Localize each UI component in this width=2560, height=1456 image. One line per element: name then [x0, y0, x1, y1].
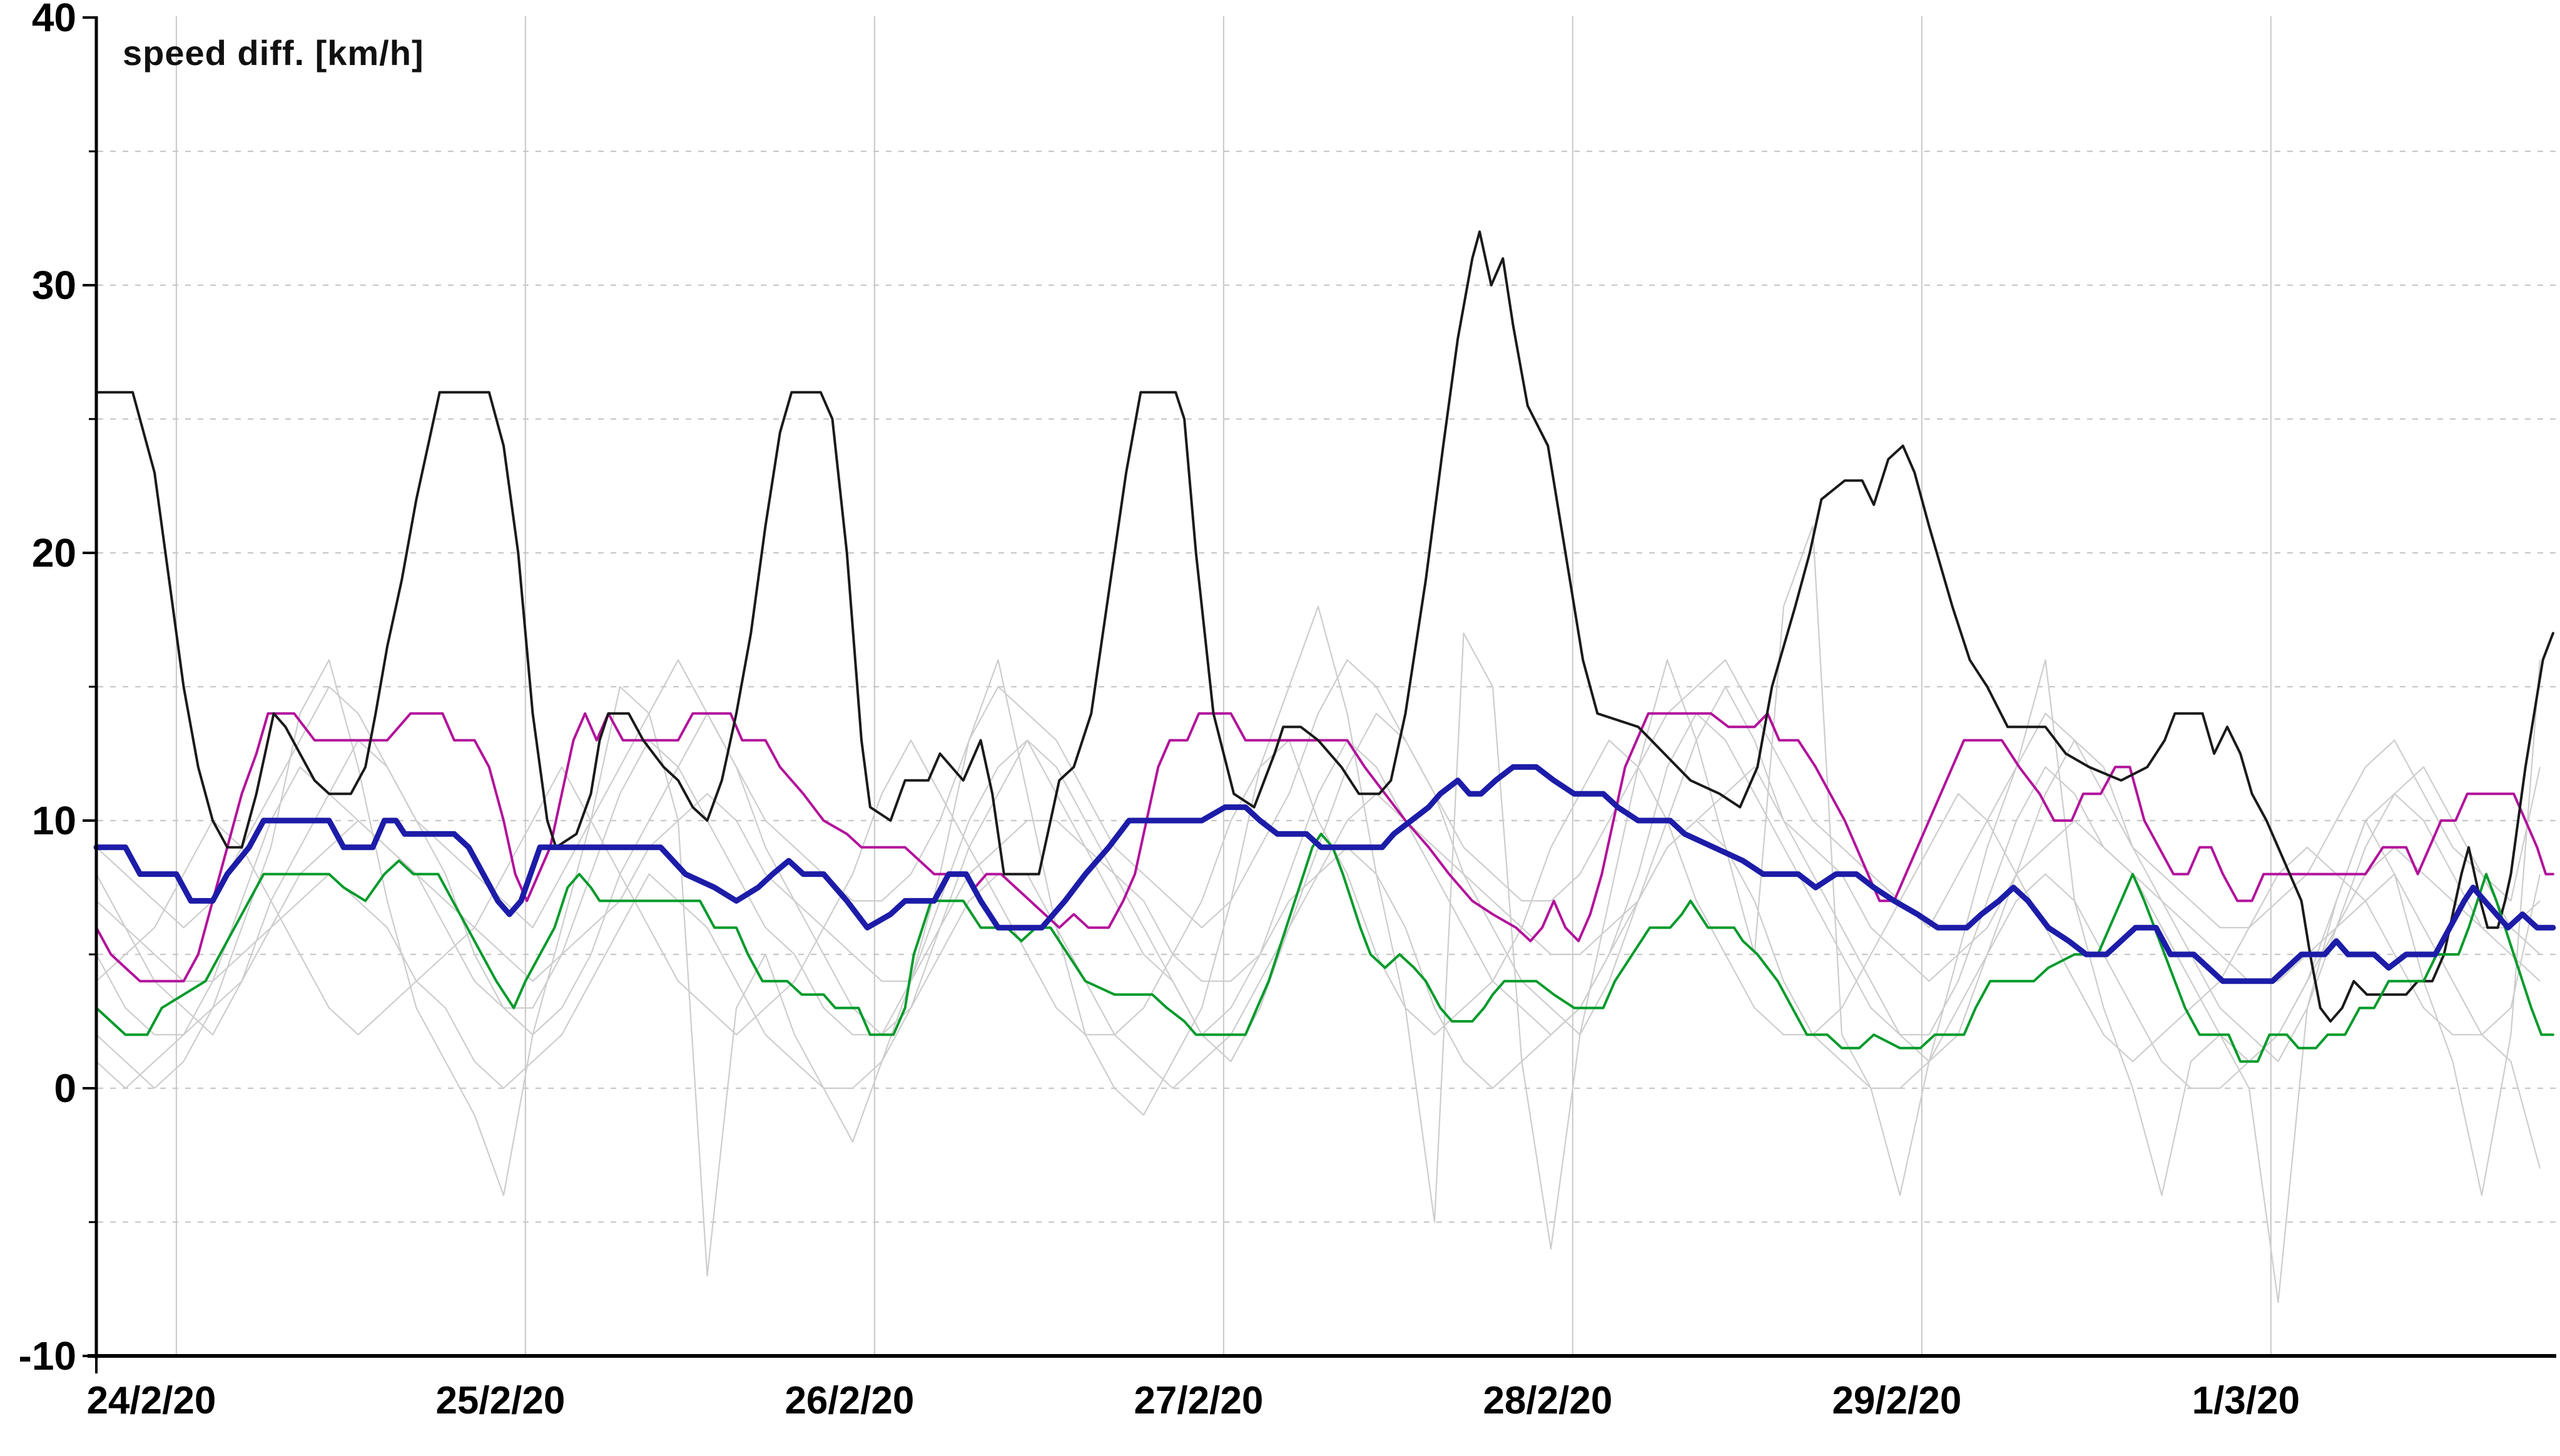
x-tick-label: 26/2/20: [785, 1379, 914, 1422]
series-gray-line: [96, 659, 2541, 929]
x-tick-label: 1/3/20: [2192, 1379, 2300, 1422]
y-tick-label: -10: [19, 1333, 77, 1378]
series-gray-line: [96, 739, 2541, 1063]
y-tick-label: 30: [32, 263, 76, 308]
x-tick-label: 25/2/20: [435, 1379, 565, 1422]
y-tick-label: 10: [32, 798, 76, 843]
series-lower-line: [95, 832, 2554, 1063]
x-tick-label: 29/2/20: [1832, 1379, 1961, 1422]
series-max-line: [95, 230, 2554, 1023]
series-gray-line: [96, 525, 2541, 1303]
series-median-line: [93, 764, 2556, 984]
series-gray-line: [96, 712, 2541, 1063]
x-tick-label: 28/2/20: [1483, 1379, 1612, 1422]
series-gray-line: [96, 819, 2541, 1169]
y-tick-label: 20: [32, 530, 76, 575]
y-tick-label: 40: [32, 0, 76, 40]
y-tick-label: 0: [54, 1066, 76, 1111]
x-tick-label: 27/2/20: [1134, 1379, 1263, 1422]
x-tick-label: 24/2/20: [86, 1379, 216, 1422]
chart-title: speed diff. [km/h]: [123, 33, 424, 73]
